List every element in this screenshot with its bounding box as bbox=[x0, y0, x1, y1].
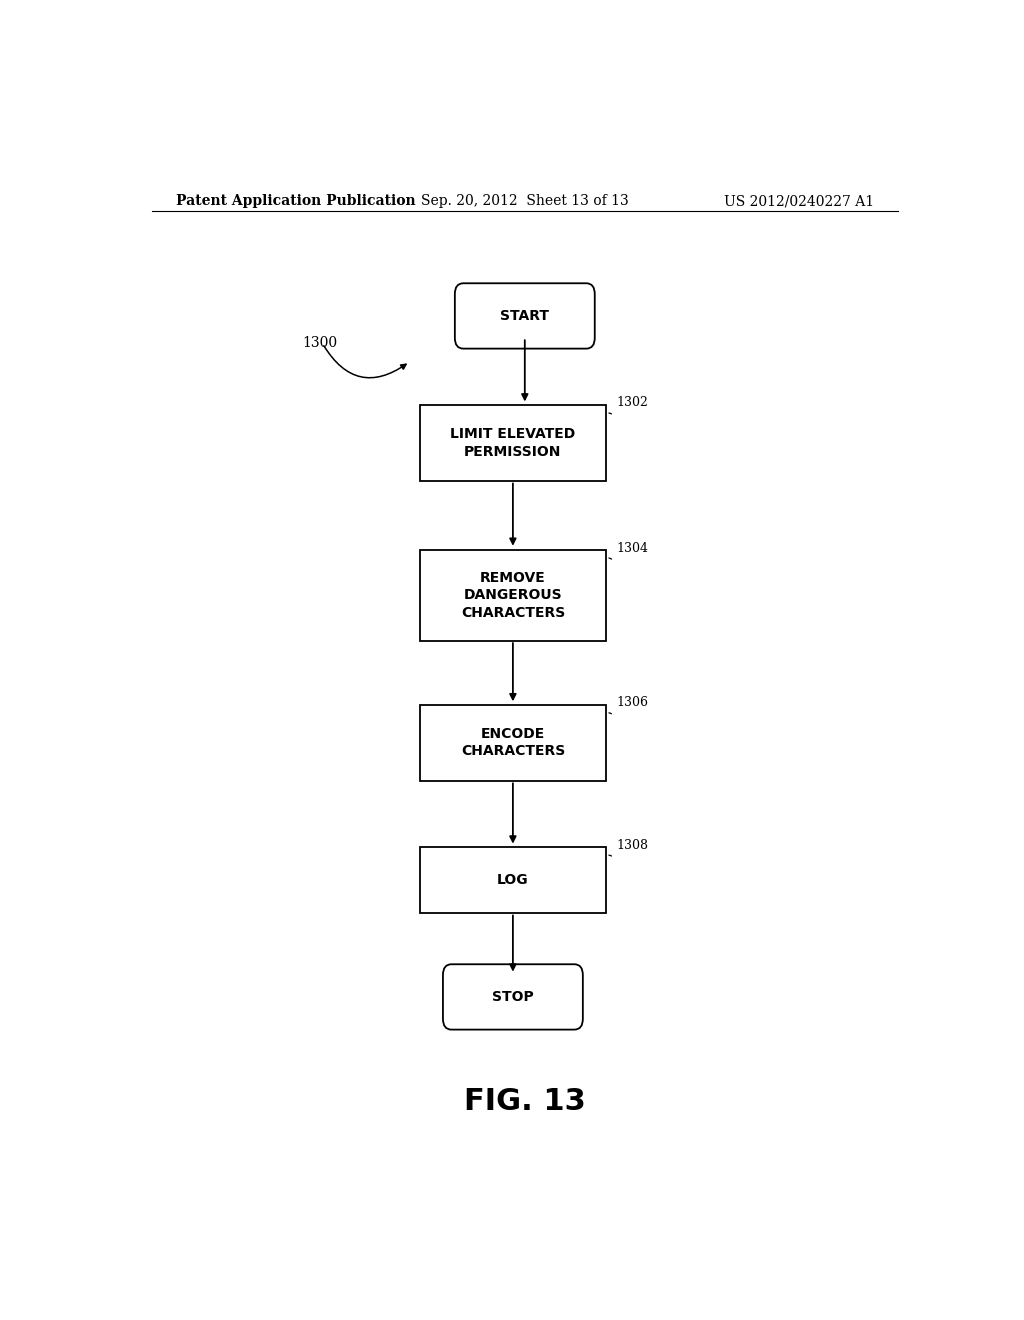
Text: Sep. 20, 2012  Sheet 13 of 13: Sep. 20, 2012 Sheet 13 of 13 bbox=[421, 194, 629, 209]
Text: START: START bbox=[501, 309, 549, 323]
Text: 1300: 1300 bbox=[303, 337, 338, 350]
Text: 1308: 1308 bbox=[616, 838, 648, 851]
Text: Patent Application Publication: Patent Application Publication bbox=[176, 194, 416, 209]
Text: US 2012/0240227 A1: US 2012/0240227 A1 bbox=[724, 194, 873, 209]
Text: 1304: 1304 bbox=[616, 541, 648, 554]
FancyBboxPatch shape bbox=[455, 284, 595, 348]
Text: STOP: STOP bbox=[492, 990, 534, 1005]
Bar bbox=[420, 549, 606, 642]
Text: LOG: LOG bbox=[497, 873, 528, 887]
FancyBboxPatch shape bbox=[443, 965, 583, 1030]
Text: 1302: 1302 bbox=[616, 396, 648, 409]
Text: LIMIT ELEVATED
PERMISSION: LIMIT ELEVATED PERMISSION bbox=[451, 428, 575, 458]
Text: 1306: 1306 bbox=[616, 696, 648, 709]
Text: REMOVE
DANGEROUS
CHARACTERS: REMOVE DANGEROUS CHARACTERS bbox=[461, 572, 565, 620]
Bar bbox=[420, 847, 606, 913]
Bar bbox=[420, 405, 606, 480]
Text: ENCODE
CHARACTERS: ENCODE CHARACTERS bbox=[461, 727, 565, 759]
Bar bbox=[420, 705, 606, 781]
Text: FIG. 13: FIG. 13 bbox=[464, 1088, 586, 1117]
